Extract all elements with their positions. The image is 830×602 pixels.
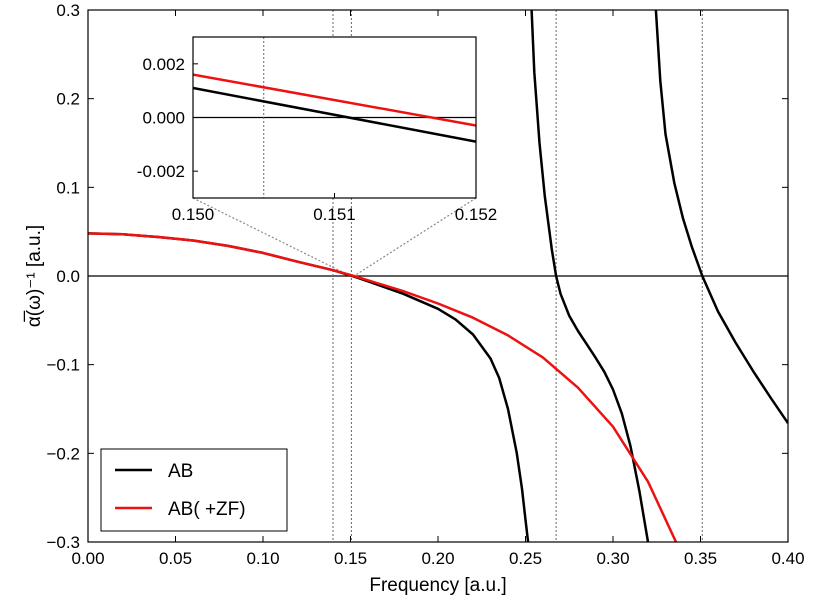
y-tick-label: 0.3	[56, 1, 80, 20]
x-axis-label: Frequency [a.u.]	[369, 575, 506, 596]
legend-box	[100, 448, 288, 532]
x-tick-label: 0.20	[421, 549, 454, 568]
series-line-ab-1	[530, 10, 650, 542]
series-line-ab-2	[654, 10, 788, 424]
y-tick-label: −0.2	[46, 444, 80, 463]
plot-frame	[87, 9, 789, 543]
legend-label-ab: AB	[168, 461, 193, 482]
x-tick-label: 0.10	[246, 549, 279, 568]
y-tick-label: 0.2	[56, 90, 80, 109]
inset-series-line-ab	[193, 86, 476, 143]
y-tick-label: −0.1	[46, 356, 80, 375]
x-tick-label: 0.30	[596, 549, 629, 568]
inset-y-tick-label: 0.002	[142, 55, 185, 74]
inset-x-tick-label: 0.150	[172, 205, 215, 224]
x-tick-label: 0.15	[334, 549, 367, 568]
series-line-ab-zf-0	[88, 232, 678, 542]
y-axis-label-group: α̅(ω)⁻¹ [a.u.]	[24, 225, 45, 327]
x-tick-label: 0.35	[684, 549, 717, 568]
x-tick-label: 0.25	[509, 549, 542, 568]
inset-x-tick-label: 0.152	[455, 205, 498, 224]
inset-axes: 0.150 0.151 0.152 0.002 0.000 -0.002	[137, 36, 498, 224]
inset-series-line-ab-zf	[193, 73, 476, 127]
y-tick-label: −0.3	[46, 533, 80, 552]
inset-frame	[192, 36, 477, 199]
zoom-connector-left	[192, 197, 351, 277]
inset-y-tick-label: 0.000	[142, 109, 185, 128]
y-axis-label: α̅(ω)⁻¹ [a.u.]	[24, 225, 45, 327]
zoom-connector-right	[353, 197, 477, 277]
y-tick-label: 0.1	[56, 178, 80, 197]
inset-x-tick-label: 0.151	[313, 205, 356, 224]
legend-label-abzf: AB( +ZF)	[168, 499, 246, 520]
x-tick-label: 0.00	[71, 549, 104, 568]
inset-y-tick-label: -0.002	[137, 162, 185, 181]
legend: AB AB( +ZF)	[100, 448, 288, 532]
x-tick-label: 0.05	[159, 549, 192, 568]
x-tick-label: 0.40	[771, 549, 804, 568]
y-tick-label: 0.0	[56, 267, 80, 286]
